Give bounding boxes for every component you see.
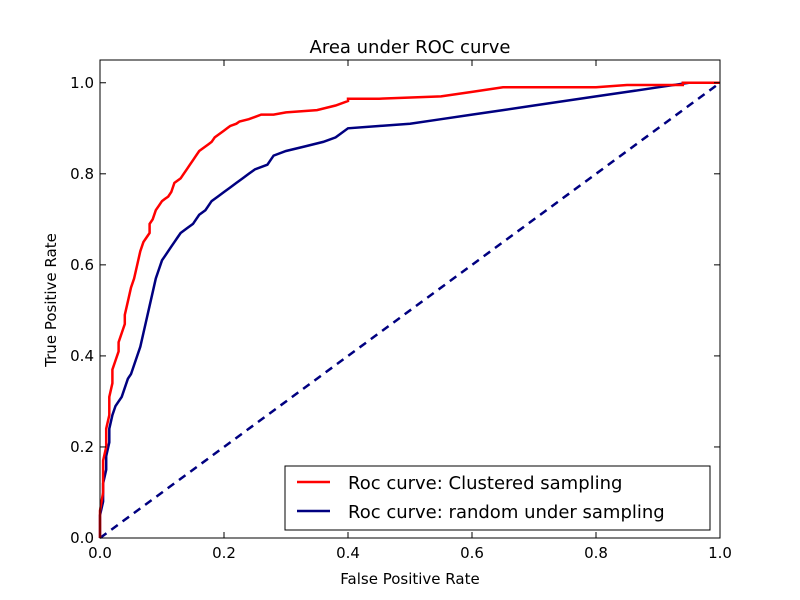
x-axis-ticks: 0.0 0.2 0.4 0.6 0.8 1.0 [88, 60, 732, 562]
plot-frame [99, 59, 721, 539]
legend: Roc curve: Clustered sampling Roc curve:… [284, 465, 711, 531]
x-tick-label: 0.8 [584, 544, 608, 562]
x-axis-label: False Positive Rate [340, 570, 479, 588]
legend-label-random: Roc curve: random under sampling [348, 502, 665, 523]
series-layer [98, 81, 721, 540]
x-tick-label: 0.0 [88, 544, 112, 562]
y-tick-label: 0.4 [70, 347, 94, 365]
x-tick-label: 0.4 [336, 544, 360, 562]
x-tick-label: 1.0 [708, 544, 732, 562]
y-axis-ticks: 0.0 0.2 0.4 0.6 0.8 1.0 [70, 74, 720, 547]
y-tick-label: 0.8 [70, 165, 94, 183]
y-tick-label: 0.0 [70, 529, 94, 547]
chart-title: Area under ROC curve [310, 37, 511, 58]
chance-diagonal-line [99, 81, 721, 540]
x-tick-label: 0.2 [212, 544, 236, 562]
y-axis-label: True Positive Rate [42, 233, 60, 368]
legend-label-clustered: Roc curve: Clustered sampling [348, 473, 622, 494]
series-line-clustered [98, 81, 720, 538]
legend-box [284, 465, 711, 531]
y-tick-label: 0.6 [70, 256, 94, 274]
y-tick-label: 0.2 [70, 438, 94, 456]
x-tick-label: 0.6 [460, 544, 484, 562]
series-line-random [98, 81, 720, 538]
y-tick-label: 1.0 [70, 74, 94, 92]
